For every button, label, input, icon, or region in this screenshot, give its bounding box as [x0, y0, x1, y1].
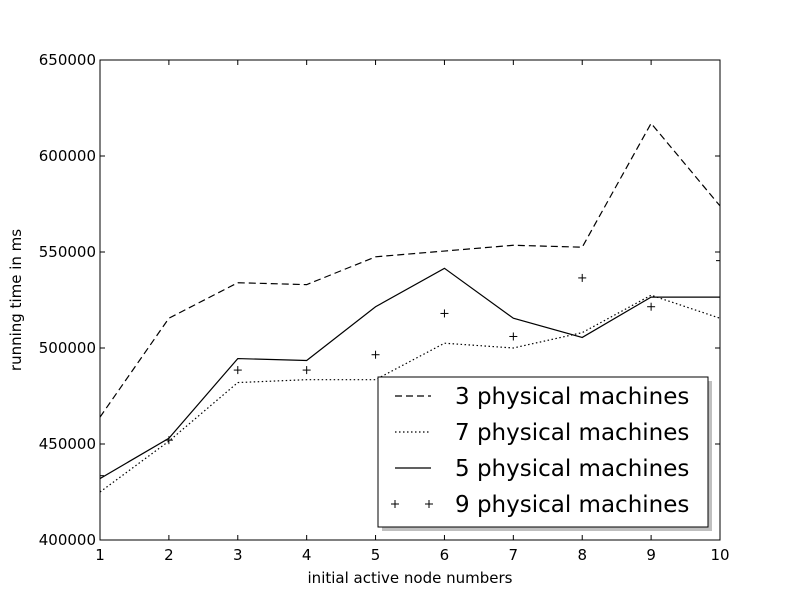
x-axis-label: initial active node numbers: [308, 569, 513, 587]
data-point-9-physical-machines: [302, 366, 311, 375]
y-tick-label: 600000: [39, 147, 96, 165]
x-tick-label: 1: [95, 546, 105, 564]
legend-marker-9-physical-machines: [391, 500, 399, 508]
series-line-3-physical-machines: [100, 122, 720, 418]
data-point-9-physical-machines: [100, 471, 104, 480]
x-tick-label: 10: [710, 546, 729, 564]
data-point-9-physical-machines: [509, 332, 518, 341]
series-line-7-physical-machines: [100, 294, 720, 493]
legend-label-7-physical-machines: 7 physical machines: [455, 420, 689, 446]
x-tick-label: 5: [371, 546, 381, 564]
legend-label-5-physical-machines: 5 physical machines: [455, 456, 689, 482]
data-point-9-physical-machines: [164, 436, 173, 445]
y-tick-label: 400000: [39, 531, 96, 549]
data-point-9-physical-machines: [716, 256, 720, 265]
legend: 3 physical machines 7 physical machines 5 …: [377, 376, 712, 531]
plot-frame: [99, 59, 721, 541]
data-point-9-physical-machines: [647, 302, 656, 311]
x-tick-label: 9: [646, 546, 656, 564]
series-layer: [100, 122, 720, 493]
legend-label-9-physical-machines: 9 physical machines: [455, 492, 689, 518]
data-point-9-physical-machines: [233, 366, 242, 375]
legend-marker-9-physical-machines: [425, 500, 433, 508]
x-tick-label: 3: [233, 546, 243, 564]
y-tick-label: 650000: [39, 51, 96, 69]
y-axis-label: running time in ms: [7, 229, 25, 371]
x-tick-label: 2: [164, 546, 174, 564]
x-tick-label: 8: [577, 546, 587, 564]
data-point-9-physical-machines: [371, 350, 380, 359]
x-tick-label: 6: [440, 546, 450, 564]
legend-label-3-physical-machines: 3 physical machines: [455, 384, 689, 410]
x-tick-label: 7: [509, 546, 519, 564]
y-tick-label: 450000: [39, 435, 96, 453]
data-point-9-physical-machines: [578, 273, 587, 282]
legend-box: [377, 376, 709, 528]
y-tick-label: 500000: [39, 339, 96, 357]
y-tick-label: 550000: [39, 243, 96, 261]
data-point-9-physical-machines: [440, 309, 449, 318]
x-tick-label: 4: [302, 546, 312, 564]
tick-layer: 1 2 3 4 5 6 7 8 9 10 400000 450000 500000 550000 60000…: [39, 51, 730, 564]
series-line-5-physical-machines: [100, 267, 720, 480]
